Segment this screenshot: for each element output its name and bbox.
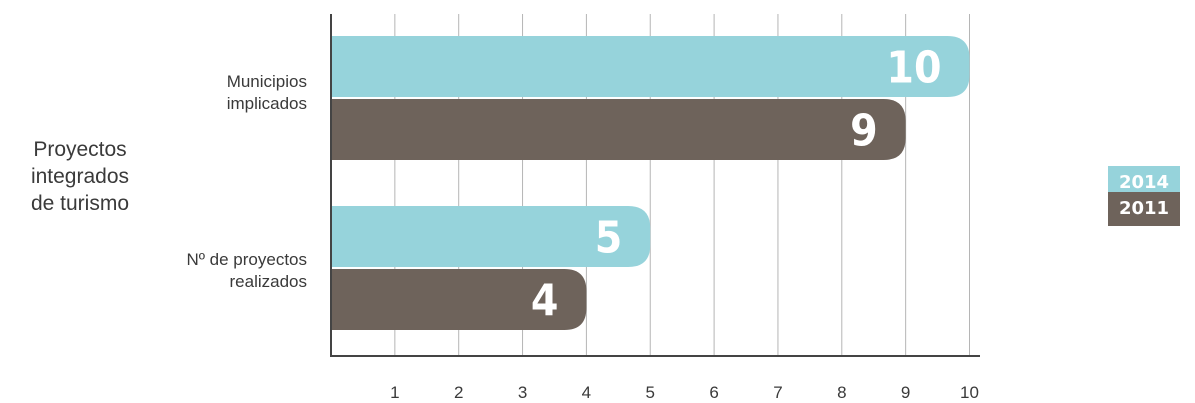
- axes: [330, 14, 980, 357]
- x-tick-label: 6: [709, 383, 718, 402]
- chart-title: Proyectos integrados de turismo: [0, 136, 160, 217]
- bar: [332, 36, 970, 97]
- category-label-line: Nº de proyectos: [186, 250, 307, 269]
- x-tick-label: 4: [582, 383, 591, 402]
- category-label-line: Municipios: [226, 72, 307, 91]
- bar: [332, 206, 651, 267]
- bars: 109 54: [332, 36, 970, 330]
- x-tick-label: 7: [773, 383, 782, 402]
- bar: [332, 269, 587, 330]
- chart-title-line: integrados: [30, 165, 130, 188]
- category-label-proyectos: Nº de proyectos realizados: [107, 249, 307, 293]
- x-tick-labels: 1 2 3 4 5 6 7 8 9 10: [390, 383, 979, 402]
- bar-value-label: 10: [886, 43, 941, 94]
- category-label-line: implicados: [226, 94, 307, 113]
- bar-value-label: 4: [531, 276, 559, 327]
- legend-item-2011: 2011: [1108, 192, 1180, 226]
- category-label-line: realizados: [229, 272, 308, 291]
- chart-title-line: de turismo: [30, 192, 130, 215]
- bar-value-label: 5: [595, 213, 623, 264]
- category-label-municipios: Municipios implicados: [107, 71, 307, 115]
- x-tick-label: 10: [960, 383, 979, 402]
- x-tick-label: 1: [390, 383, 399, 402]
- bar-value-label: 9: [850, 106, 878, 157]
- bar: [332, 99, 906, 160]
- chart-title-line: Proyectos: [33, 138, 127, 161]
- x-tick-label: 2: [454, 383, 463, 402]
- x-tick-label: 9: [901, 383, 910, 402]
- x-tick-label: 5: [646, 383, 655, 402]
- x-tick-label: 3: [518, 383, 527, 402]
- x-tick-label: 8: [837, 383, 846, 402]
